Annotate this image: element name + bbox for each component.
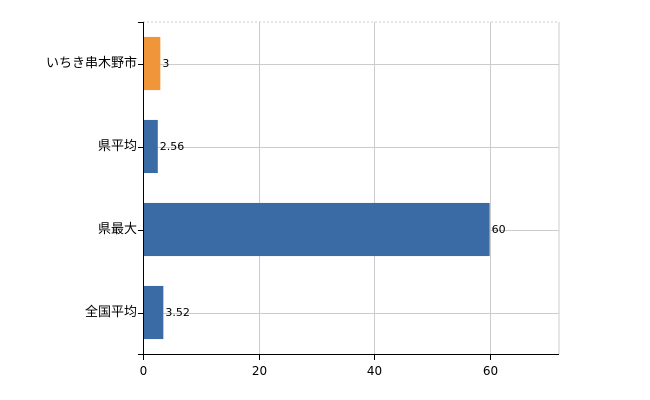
bar xyxy=(143,119,158,174)
x-tick-label: 0 xyxy=(140,364,148,378)
category-label: いちき串木野市 xyxy=(46,55,137,71)
x-tick-label: 20 xyxy=(252,364,267,378)
axes xyxy=(138,22,559,360)
category-label: 全国平均 xyxy=(85,304,137,320)
grid xyxy=(143,21,560,354)
x-tick-label: 60 xyxy=(483,364,498,378)
bar xyxy=(143,202,490,257)
data-label: 3.52 xyxy=(165,306,190,319)
data-label: 60 xyxy=(492,223,506,236)
data-label: 2.56 xyxy=(160,140,185,153)
labels: いちき串木野市 3 県平均 2.56 県最大 60 全国平均 3.52 0 20 40 60 xyxy=(46,55,506,378)
x-tick-label: 40 xyxy=(367,364,382,378)
bar xyxy=(143,36,161,91)
category-label: 県最大 xyxy=(98,222,137,237)
bar xyxy=(143,285,164,340)
bars xyxy=(143,36,490,340)
category-label: 県平均 xyxy=(98,139,137,154)
data-label: 3 xyxy=(162,57,169,70)
